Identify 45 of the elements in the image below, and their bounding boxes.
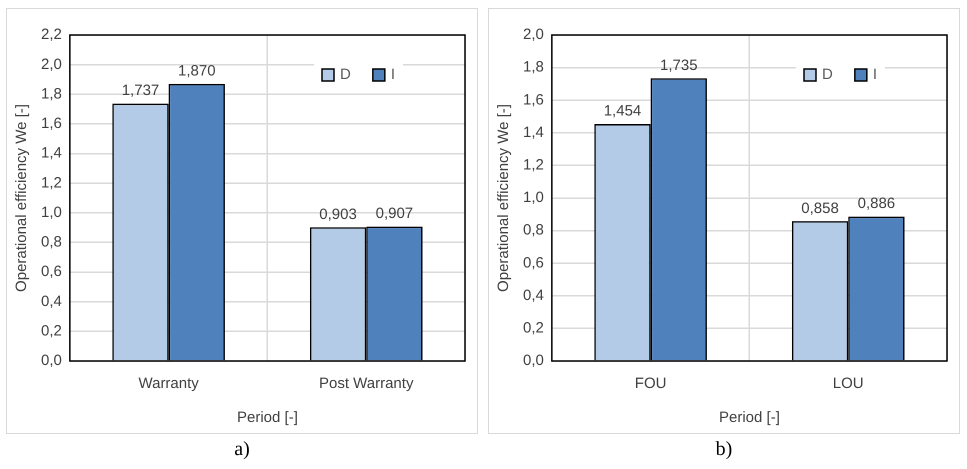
y-tick-label: 1,6 <box>522 91 544 108</box>
y-tick-label: 1,4 <box>522 124 544 141</box>
y-tick-label: 1,8 <box>522 58 544 76</box>
data-label: 0,903 <box>319 206 357 223</box>
y-tick-label: 0,0 <box>522 352 544 370</box>
y-tick-label: 1,2 <box>40 174 62 192</box>
y-tick-label: 0,0 <box>40 352 62 370</box>
y-tick-label: 0,6 <box>522 254 544 272</box>
data-label: 1,737 <box>122 82 160 100</box>
y-tick-label: 0,8 <box>40 234 62 251</box>
data-label: 1,454 <box>604 102 642 120</box>
y-tick-label: 2,0 <box>522 26 544 44</box>
text: b) <box>714 438 734 461</box>
data-label: 0,858 <box>801 200 839 217</box>
y-tick-label: 0,4 <box>522 286 544 304</box>
x-tick-label: Warranty <box>138 375 200 392</box>
y-axis-title: Operational efficiency We [-] <box>495 104 512 292</box>
y-tick-label: 1,2 <box>522 156 544 174</box>
x-tick-label: LOU <box>832 375 864 392</box>
x-tick-label: FOU <box>634 375 666 392</box>
y-tick-label: 2,2 <box>40 26 62 44</box>
y-tick-label: 1,0 <box>40 204 62 221</box>
y-tick-label: 0,4 <box>40 292 62 310</box>
y-tick-label: 1,6 <box>40 115 62 132</box>
y-axis-title: Operational efficiency We [-] <box>13 104 30 292</box>
legend-label: D <box>822 66 833 84</box>
x-axis-title: Period [-] <box>236 409 298 426</box>
y-tick-label: 0,2 <box>40 322 62 340</box>
legend-label: I <box>390 66 396 84</box>
data-label: 0,907 <box>376 205 414 222</box>
y-tick-label: 1,4 <box>40 144 62 162</box>
y-tick-label: 0,8 <box>522 222 544 239</box>
text: a) <box>233 438 251 461</box>
y-tick-label: 0,6 <box>40 263 62 280</box>
x-tick-label: Post Warranty <box>318 375 414 392</box>
data-label: 1,870 <box>178 62 216 80</box>
y-tick-label: 1,0 <box>522 189 544 206</box>
y-tick-label: 0,2 <box>522 320 544 337</box>
data-label: 1,735 <box>660 56 698 74</box>
y-tick-label: 1,8 <box>40 85 62 102</box>
legend-label: I <box>872 66 878 84</box>
legend-label: D <box>340 66 351 84</box>
x-axis-title: Period [-] <box>718 409 780 426</box>
data-label: 0,886 <box>858 195 896 212</box>
y-tick-label: 2,0 <box>40 56 62 73</box>
